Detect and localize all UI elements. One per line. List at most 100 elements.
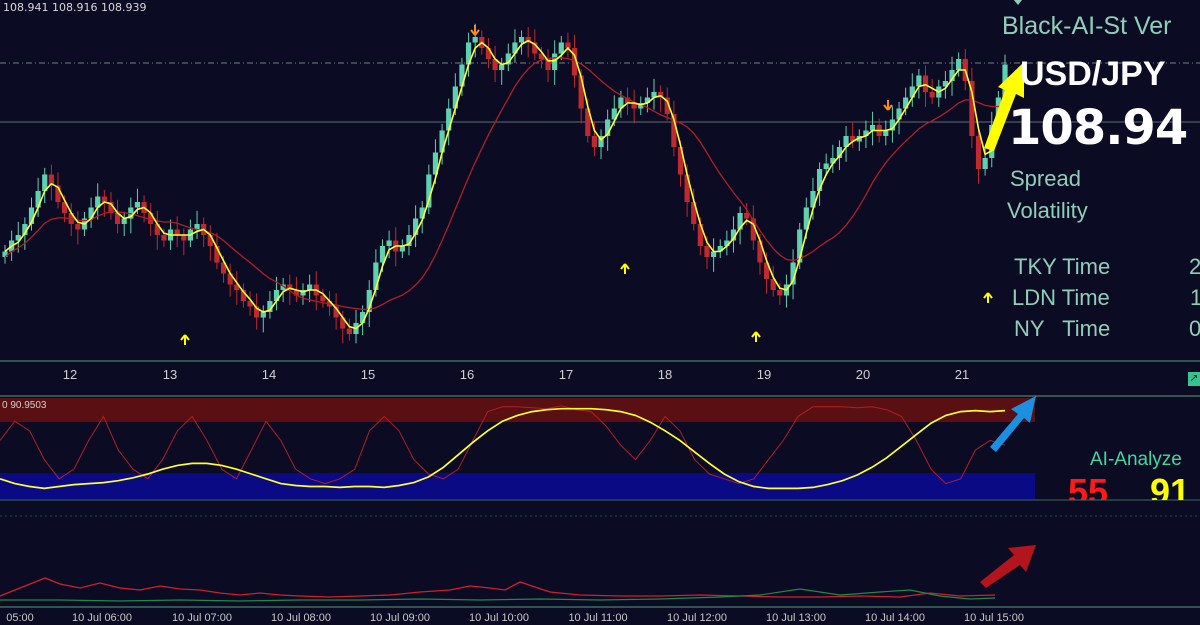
candle [485, 38, 492, 69]
day-tick-label: 17 [558, 367, 574, 382]
candle-body [512, 42, 518, 54]
candle-body [949, 70, 955, 81]
candle-body [287, 284, 293, 290]
current-price: 108.94 [1008, 100, 1188, 156]
candle-body [28, 207, 35, 224]
time-tick-label: 10 Jul 14:00 [865, 612, 925, 624]
candle-body [452, 86, 458, 109]
buy-arrow-icon [180, 334, 190, 345]
candle-body [22, 224, 28, 235]
brand-title: Black-AI-St Ver [1002, 12, 1172, 40]
candle-body [836, 147, 843, 158]
candle [412, 205, 419, 248]
candle-body [730, 229, 737, 241]
time-tick-label: 10 Jul 06:00 [72, 612, 132, 624]
candle-body [518, 37, 525, 43]
candle-body [942, 81, 948, 87]
candle-body [644, 97, 650, 103]
candle [724, 230, 730, 256]
candle-body [419, 207, 425, 219]
spread-label: Spread [1010, 166, 1081, 191]
candle-body [240, 290, 247, 301]
candle-body [293, 290, 299, 296]
candle [35, 177, 41, 217]
day-tick-label: 15 [360, 367, 376, 382]
candle-body [585, 108, 591, 136]
candle-body [333, 306, 339, 318]
candle-body [254, 306, 260, 318]
candle [730, 216, 737, 253]
candle-body [717, 246, 723, 252]
candle-body [624, 97, 631, 103]
candle [671, 100, 677, 157]
oscillator-value: 0 90.9503 [2, 400, 47, 411]
time-tick-label: 05:00 [6, 612, 34, 624]
candle-body [340, 317, 346, 329]
day-tick-label: 14 [261, 367, 277, 382]
candle-body [724, 240, 730, 246]
candle [174, 216, 180, 248]
candle-body [161, 235, 167, 241]
candle-body [181, 235, 187, 241]
candle-body [750, 218, 756, 241]
candle [386, 230, 392, 259]
candle [333, 293, 339, 330]
candle-body [260, 312, 266, 318]
candle-body [280, 284, 286, 290]
candle-body [174, 229, 180, 235]
candle [42, 167, 48, 204]
candle-body [956, 59, 962, 70]
candle [128, 197, 134, 234]
buy-arrow-icon [983, 292, 993, 303]
candle-body [148, 213, 154, 224]
candle [280, 277, 286, 303]
sell-arrow-icon [883, 100, 893, 111]
candle-body [472, 37, 478, 43]
candle [850, 122, 856, 149]
candle [108, 192, 114, 220]
candle-body [658, 92, 664, 98]
candle-body [373, 262, 379, 290]
candle-body [55, 185, 61, 202]
time-tick-label: 10 Jul 07:00 [172, 612, 232, 624]
candle [505, 43, 511, 72]
red-arrow-icon [980, 545, 1036, 588]
candle [446, 98, 452, 146]
candle [459, 57, 465, 96]
time-tick-label: 10 Jul 10:00 [469, 612, 529, 624]
candle-body [114, 213, 121, 224]
candle [936, 79, 942, 107]
candle-body [843, 136, 849, 147]
candle-body [360, 312, 366, 323]
day-tick-label: 12 [62, 367, 78, 382]
candle [790, 249, 796, 300]
session-ldn-label: LDN Time [1012, 285, 1110, 310]
candle [28, 197, 35, 231]
candle [492, 45, 498, 83]
candle-body [545, 59, 551, 70]
candle-body [2, 251, 8, 257]
candle [830, 144, 836, 173]
candle [664, 87, 670, 121]
candle-body [856, 136, 862, 142]
candle-body [499, 64, 505, 70]
candle-body [505, 53, 511, 65]
candle-body [108, 202, 114, 213]
candle-body [300, 290, 306, 296]
sell-arrow-icon [470, 25, 480, 36]
candle-body [220, 262, 227, 274]
candle-body [969, 81, 975, 136]
candle-body [850, 136, 856, 142]
fast-moving-average-line [4, 39, 1006, 330]
candle-body [578, 75, 584, 109]
candle-body [459, 64, 465, 87]
candle [201, 217, 207, 248]
buy-arrow-icon [751, 331, 761, 342]
autoscroll-icon[interactable]: ↗ [1188, 372, 1200, 386]
candle-body [227, 273, 233, 285]
day-tick-label: 20 [855, 367, 871, 382]
candle [949, 56, 955, 96]
slow-moving-average-line [4, 57, 1006, 310]
candle [439, 123, 445, 165]
